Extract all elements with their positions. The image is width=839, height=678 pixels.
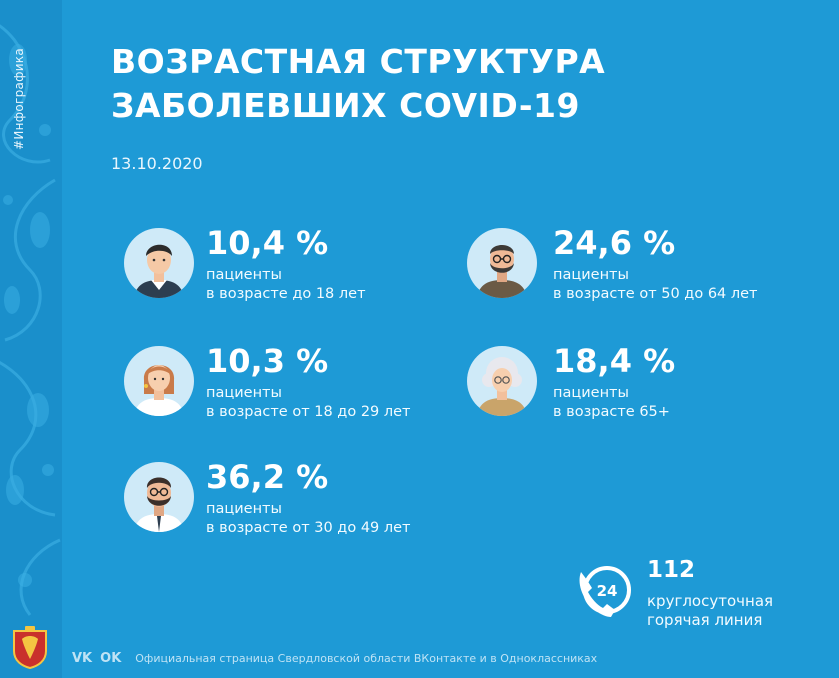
percent-value: 24,6 % [553,224,676,262]
group-label: пациенты в возрасте до 18 лет [206,266,366,304]
floral-ornament-icon [0,24,61,616]
group-label: пациенты в возрасте от 50 до 64 лет [553,266,758,304]
title-line-1: ВОЗРАСТНАЯ СТРУКТУРА [111,42,606,81]
label-line-2: в возрасте от 18 до 29 лет [206,404,411,420]
hotline-label-line-2: горячая линия [647,611,763,629]
group-label: пациенты в возрасте 65+ [553,384,670,422]
hotline-label-line-1: круглосуточная [647,592,774,610]
young-woman-avatar-icon [124,346,194,416]
percent-value: 36,2 % [206,458,329,496]
ornament-sidebar: #Инфографика [0,0,62,678]
teen-avatar-icon [124,228,194,298]
phone-24-icon: 24 [579,566,631,617]
label-line-1: пациенты [206,385,282,401]
odnoklassniki-icon[interactable]: OK [100,650,122,666]
title-line-2: ЗАБОЛЕВШИХ COVID-19 [111,86,580,125]
report-date: 13.10.2020 [111,154,203,173]
elderly-woman-avatar-icon [467,346,537,416]
region-coat-of-arms-icon [13,626,47,669]
label-line-2: в возрасте от 50 до 64 лет [553,286,758,302]
bearded-man-avatar-icon [467,228,537,298]
page-title: ВОЗРАСТНАЯ СТРУКТУРА ЗАБОЛЕВШИХ COVID-19 [111,40,605,128]
percent-value: 10,4 % [206,224,329,262]
hotline-number: 112 [647,557,696,583]
label-line-1: пациенты [206,267,282,283]
percent-value: 10,3 % [206,342,329,380]
infographic-tag: #Инфографика [12,47,27,151]
label-line-1: пациенты [553,385,629,401]
footer-text: Официальная страница Свердловской област… [135,651,598,665]
label-line-2: в возрасте 65+ [553,404,670,420]
hotline-badge: 24 [597,582,618,600]
label-line-2: в возрасте от 30 до 49 лет [206,520,411,536]
percent-value: 18,4 % [553,342,676,380]
vk-icon[interactable]: VK [72,650,93,666]
group-label: пациенты в возрасте от 30 до 49 лет [206,500,411,538]
label-line-2: в возрасте до 18 лет [206,286,366,302]
label-line-1: пациенты [206,501,282,517]
group-label: пациенты в возрасте от 18 до 29 лет [206,384,411,422]
footer: VK OK Официальная страница Свердловской … [72,646,597,670]
man-with-glasses-avatar-icon [124,462,194,532]
hotline-label: круглосуточная горячая линия [647,592,773,630]
label-line-1: пациенты [553,267,629,283]
